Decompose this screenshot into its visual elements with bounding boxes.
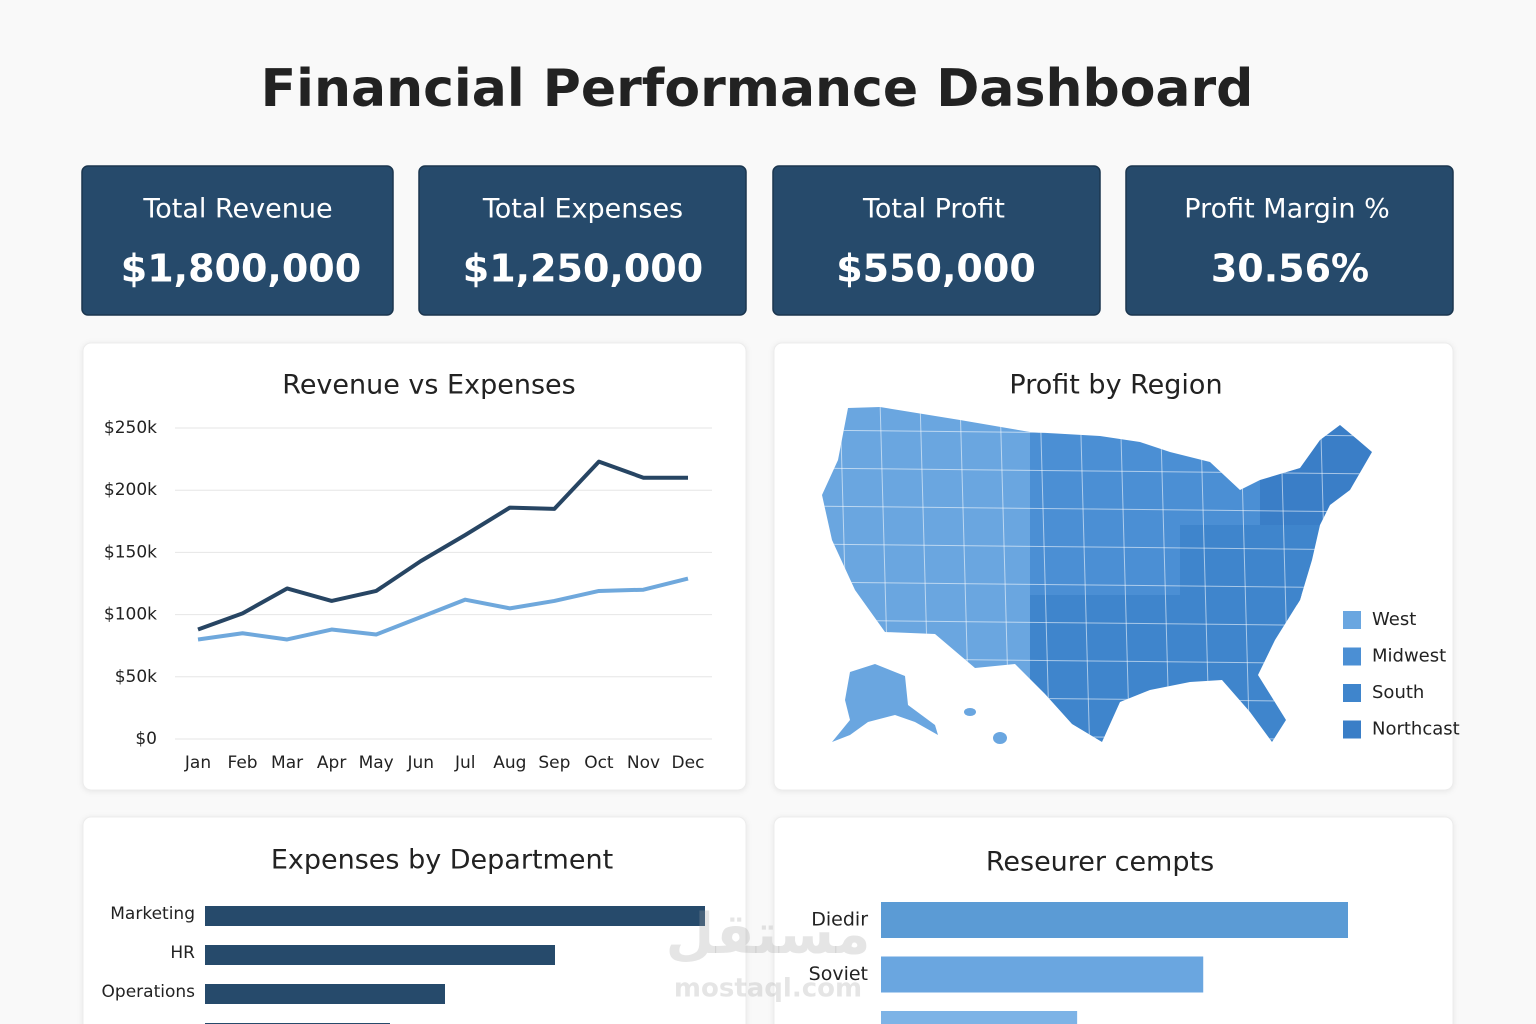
hawaii (964, 708, 976, 716)
line-series (197, 459, 688, 632)
kpi-value: $1,250,000 (463, 247, 703, 291)
kpi-card (1125, 165, 1454, 316)
state-border (822, 543, 1372, 551)
y-tick-label: $250k (104, 418, 157, 438)
x-tick-label: May (359, 753, 394, 773)
chart-title: Revenue vs Expenses (282, 370, 575, 401)
state-border (822, 505, 1372, 513)
legend-swatch (1343, 684, 1361, 702)
x-tick-label: Dec (672, 753, 705, 773)
y-tick-label: $150k (104, 542, 157, 562)
kpi-label: Total Profit (862, 194, 1005, 225)
y-tick-label: $200k (104, 480, 157, 500)
x-tick-label: Apr (317, 753, 346, 773)
watermark: مستقل (666, 902, 871, 967)
y-tick-label: $50k (115, 667, 157, 687)
kpi-card (81, 165, 394, 316)
line-series (197, 576, 689, 642)
hawaii (993, 732, 1007, 744)
x-tick-label: Nov (627, 753, 660, 773)
chart-title: Expenses by Department (271, 845, 613, 876)
x-tick-label: Jan (184, 753, 211, 773)
y-category-label: Operations (102, 982, 196, 1002)
kpi-label: Profit Margin % (1184, 194, 1389, 225)
chart-title: Profit by Region (1009, 370, 1222, 401)
kpi-value: $1,800,000 (121, 247, 361, 291)
legend-swatch (1343, 647, 1361, 666)
kpi-label: Total Revenue (142, 194, 332, 225)
kpi-value: 30.56% (1211, 247, 1369, 291)
legend-swatch (1343, 720, 1361, 739)
x-tick-label: Jul (454, 753, 476, 773)
y-category-label: HR (170, 943, 195, 963)
bar (205, 984, 445, 1004)
y-category-label: Marketing (110, 904, 195, 924)
kpi-card (772, 165, 1101, 316)
legend-label: Northcast (1372, 719, 1460, 740)
x-tick-label: Aug (493, 753, 526, 773)
bar (881, 1011, 1078, 1024)
state-border (822, 467, 1372, 475)
x-tick-label: Feb (227, 753, 257, 773)
bar (881, 902, 1348, 938)
kpi-card (418, 165, 747, 316)
legend-label: West (1372, 609, 1416, 630)
chart-title: Reseurer cempts (986, 847, 1214, 878)
x-tick-label: Sep (538, 753, 570, 773)
x-tick-label: Jun (406, 753, 434, 773)
watermark: mostaql.com (674, 974, 862, 1004)
alaska (832, 664, 938, 742)
y-tick-label: $0 (135, 729, 157, 749)
state-border (1079, 407, 1091, 742)
legend-label: Midwest (1372, 646, 1446, 667)
x-tick-label: Mar (271, 753, 303, 773)
map-extras: West Midwest South Northcast (832, 609, 1460, 744)
legend-swatch (1343, 611, 1361, 629)
state-border (822, 619, 1372, 627)
bar (205, 906, 705, 926)
bar (881, 956, 1204, 993)
y-category-label: Soviet (809, 963, 868, 985)
state-border (822, 581, 1372, 589)
kpi-label: Total Expenses (482, 194, 683, 225)
x-tick-label: Oct (584, 753, 614, 773)
page-title: Financial Performance Dashboard (261, 59, 1254, 119)
kpi-value: $550,000 (836, 247, 1036, 291)
y-category-label: Diedir (811, 909, 868, 931)
legend-label: South (1372, 682, 1424, 703)
bar (205, 945, 555, 965)
y-tick-label: $100k (104, 605, 157, 625)
